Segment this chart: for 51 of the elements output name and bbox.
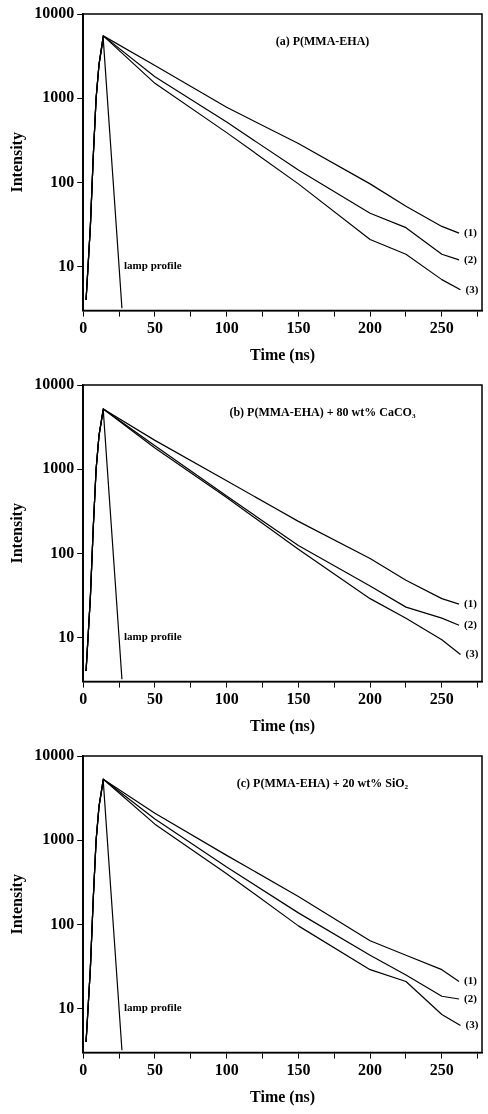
y-tick-label: 10000: [34, 746, 75, 764]
text: (a) P(MMA-EHA): [275, 34, 370, 49]
series-label: (2): [464, 618, 478, 632]
y-tick-label: 1000: [42, 88, 75, 106]
y-axis-title: Intensity: [7, 503, 26, 564]
series-label: (1): [464, 974, 478, 988]
y-tick-label: 100: [50, 914, 75, 932]
x-axis-title: Time (ns): [250, 345, 316, 364]
y-tick-label: 1000: [42, 459, 75, 477]
x-tick-label: 150: [286, 319, 311, 337]
series-label: (2): [464, 991, 478, 1005]
series-label: (3): [465, 282, 479, 296]
x-tick-label: 250: [429, 319, 454, 337]
series-label: (3): [465, 647, 479, 661]
series-label: (2): [464, 252, 478, 266]
y-tick-label: 100: [50, 172, 75, 190]
series-label: (1): [464, 596, 478, 610]
x-axis-title: Time (ns): [250, 716, 316, 735]
x-tick-label: 0: [79, 690, 88, 708]
x-tick-label: 200: [358, 1061, 383, 1079]
series-label: lamp profile: [124, 630, 182, 643]
x-tick-label: 100: [214, 319, 239, 337]
x-tick-label: 100: [214, 1061, 239, 1079]
y-axis-title: Intensity: [7, 132, 26, 193]
y-tick-label: 10: [58, 627, 75, 645]
x-tick-label: 150: [286, 1061, 311, 1079]
series-label: lamp profile: [124, 259, 182, 272]
x-tick-label: 100: [214, 690, 239, 708]
x-axis-title: Time (ns): [250, 1087, 316, 1106]
x-tick-label: 50: [146, 319, 163, 337]
x-tick-label: 0: [79, 1061, 88, 1079]
y-tick-label: 100: [50, 543, 75, 561]
text: (c) P(MMA-EHA) + 20 wt% SiO₂: [236, 776, 409, 791]
x-tick-label: 50: [146, 1061, 163, 1079]
x-tick-label: 50: [146, 690, 163, 708]
series-label: lamp profile: [124, 1001, 182, 1014]
text: (b) P(MMA-EHA) + 80 wt% CaCO₃: [229, 405, 416, 420]
series-label: (1): [464, 225, 478, 239]
x-tick-label: 250: [429, 690, 454, 708]
series-label: (3): [465, 1018, 479, 1032]
x-tick-label: 200: [358, 690, 383, 708]
y-tick-label: 10: [58, 256, 75, 274]
y-tick-label: 10000: [34, 375, 75, 393]
y-tick-label: 10: [58, 998, 75, 1016]
y-tick-label: 1000: [42, 830, 75, 848]
y-axis-title: Intensity: [7, 874, 26, 935]
x-tick-label: 0: [79, 319, 88, 337]
y-tick-label: 10000: [34, 4, 75, 22]
x-tick-label: 150: [286, 690, 311, 708]
x-tick-label: 250: [429, 1061, 454, 1079]
x-tick-label: 200: [358, 319, 383, 337]
